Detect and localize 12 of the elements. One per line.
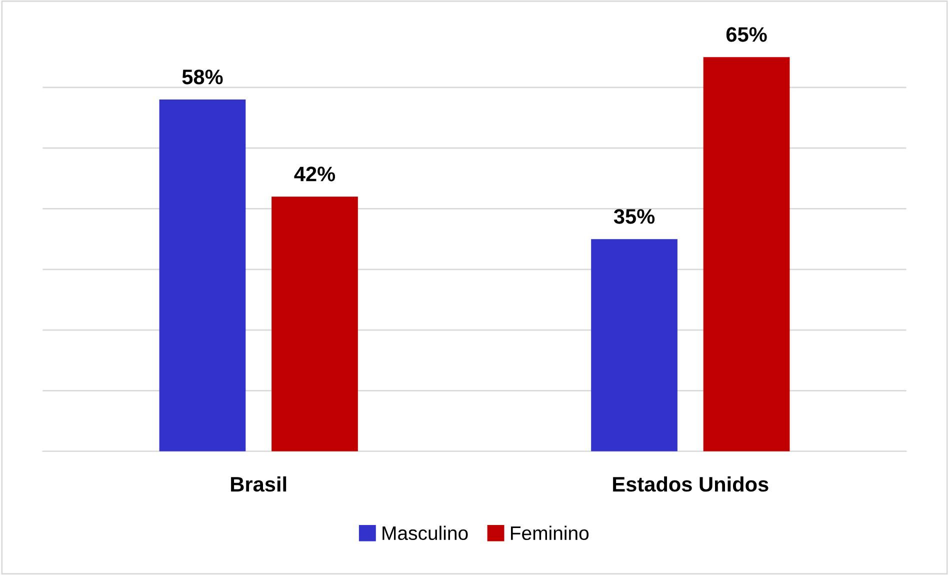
legend-label: Masculino <box>382 526 468 540</box>
data-label: 35% <box>614 209 655 224</box>
bar <box>272 196 358 452</box>
data-label: 58% <box>182 70 223 84</box>
bar <box>159 100 246 452</box>
data-label: 42% <box>294 166 336 182</box>
legend-label: Feminino <box>510 526 589 540</box>
bar <box>703 57 790 452</box>
bar <box>591 239 678 452</box>
x-tick-label: Estados Unidos <box>613 476 768 492</box>
data-label: 65% <box>726 27 767 42</box>
x-tick-label: Brasil <box>231 476 286 492</box>
